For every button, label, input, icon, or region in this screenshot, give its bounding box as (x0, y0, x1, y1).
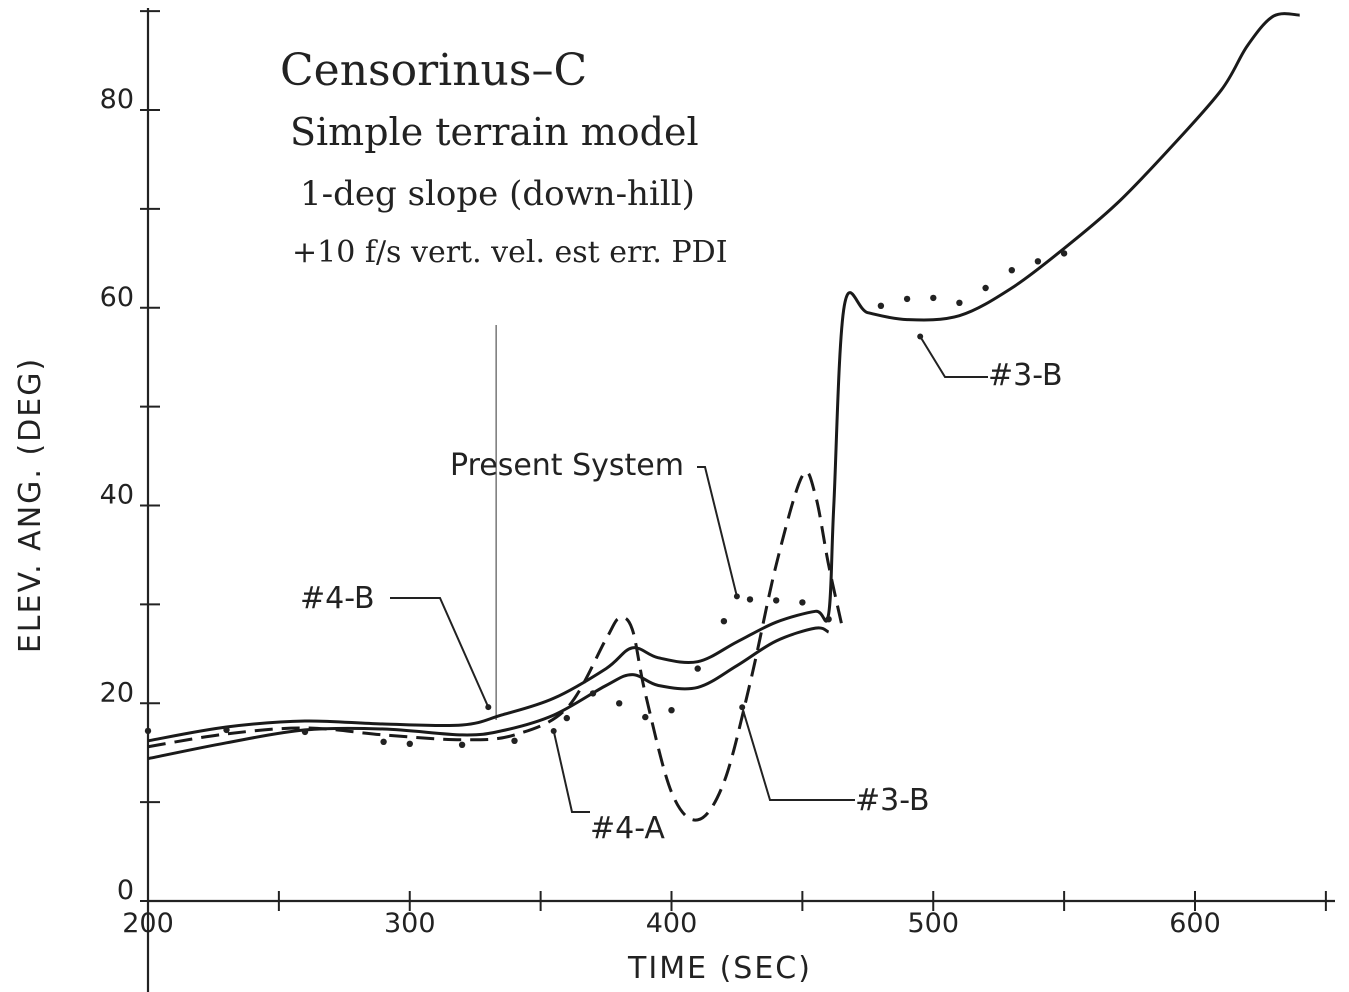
y-tick-label-20: 20 (100, 677, 134, 708)
callout-leader-0 (697, 466, 738, 597)
y-axis-label: ELEV. ANG. (DEG) (13, 357, 48, 653)
callout-0: Present System (450, 448, 740, 600)
annotation-layer: Present System #4-B #4-A #3-B #3-B (300, 333, 1063, 846)
series-3-point-11 (668, 707, 675, 714)
series-0-solid-line (147, 12, 1300, 743)
series-3-point-12 (694, 665, 701, 672)
callout-leader-4 (919, 335, 988, 378)
series-3-point-13 (720, 618, 728, 625)
note-slope: 1-deg slope (down-hill) (300, 174, 695, 214)
series-3-point-6 (511, 737, 518, 744)
series-4-point-0 (877, 302, 885, 309)
series-4-dotted (877, 250, 1068, 309)
ticks (140, 10, 1327, 911)
y-tick-label-0: 0 (117, 875, 134, 906)
series-3-point-5 (458, 741, 466, 748)
callout-label-1: #4-B (300, 581, 375, 616)
callout-arrowhead-1 (485, 704, 492, 711)
series-4-point-1 (903, 295, 911, 303)
callout-arrowhead-0 (733, 593, 740, 600)
y-tick-label-80: 80 (100, 84, 134, 115)
axes (146, 8, 1335, 992)
callout-2: #4-A (550, 728, 665, 846)
series-3-point-4 (406, 740, 413, 747)
series-4-point-7 (1060, 250, 1068, 257)
series-3-dotted (144, 596, 832, 748)
x-tick-label-600: 600 (1169, 908, 1221, 939)
callout-leader-2 (552, 730, 590, 813)
callout-arrowhead-2 (550, 728, 557, 734)
tick-labels: 200 300 400 500 600 0 20 40 60 80 (100, 84, 1221, 939)
x-tick-label-500: 500 (907, 908, 959, 939)
series-3-point-7 (563, 714, 570, 722)
y-tick-label-40: 40 (100, 480, 134, 511)
note-error: +10 f/s vert. vel. est err. PDI (292, 235, 728, 270)
x-axis-label: TIME (SEC) (627, 951, 812, 986)
series-4-point-6 (1034, 258, 1042, 265)
series-3-point-14 (746, 596, 754, 603)
series-layer (144, 12, 1300, 822)
series-4-point-5 (1008, 267, 1015, 274)
callout-label-4: #3-B (988, 358, 1063, 393)
callout-arrowhead-4 (917, 333, 924, 340)
callout-leader-1 (390, 597, 490, 708)
note-model: Simple terrain model (290, 110, 699, 154)
series-3-point-2 (301, 728, 309, 736)
series-4-point-3 (956, 299, 963, 306)
series-3-point-3 (380, 738, 387, 745)
series-3-point-8 (589, 690, 597, 697)
series-4-point-2 (930, 294, 937, 302)
x-tick-label-300: 300 (384, 908, 436, 939)
x-tick-label-400: 400 (646, 908, 698, 939)
series-3-point-16 (799, 599, 806, 606)
series-3-point-0 (144, 727, 152, 735)
callout-3: #3-B (739, 704, 930, 818)
series-3-point-15 (773, 597, 780, 604)
series-4-point-4 (982, 284, 989, 292)
callout-label-0: Present System (450, 448, 684, 483)
y-tick-label-60: 60 (100, 282, 134, 313)
callout-4: #3-B (917, 333, 1063, 393)
series-3-point-9 (616, 700, 623, 707)
callout-label-2: #4-A (590, 811, 665, 846)
x-tick-label-200: 200 (122, 908, 174, 939)
series-3-point-1 (223, 726, 230, 734)
callout-arrowhead-3 (739, 704, 746, 711)
note-title: Censorinus–C (280, 45, 587, 96)
series-3-point-10 (642, 713, 649, 721)
series-3-point-17 (825, 616, 832, 623)
callout-1: #4-B (300, 581, 492, 711)
callout-leader-3 (741, 707, 855, 801)
callout-label-3: #3-B (855, 783, 930, 818)
series-2-dashed-line (147, 470, 844, 822)
